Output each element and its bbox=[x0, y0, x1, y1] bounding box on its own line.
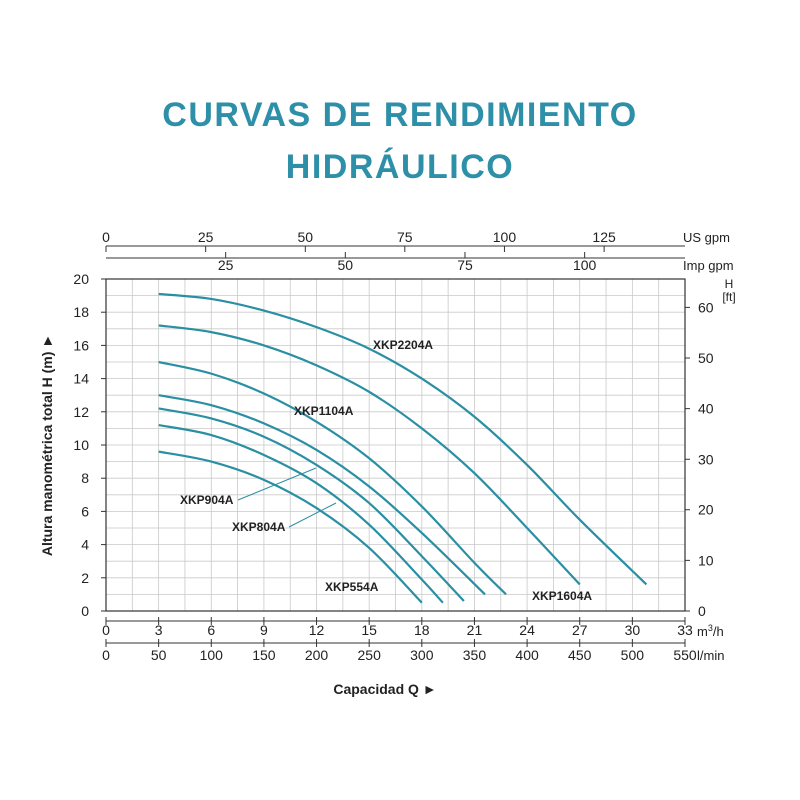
lmin-tick-label: 250 bbox=[358, 647, 382, 663]
impgpm-tick-label: 25 bbox=[218, 257, 234, 273]
m3h-tick-label: 15 bbox=[361, 622, 377, 638]
chart-title-line-1: CURVAS DE RENDIMIENTO bbox=[162, 96, 638, 134]
lmin-tick-label: 150 bbox=[252, 647, 276, 663]
x-axis-title: Capacidad Q ► bbox=[333, 681, 436, 697]
lmin-tick-label: 350 bbox=[463, 647, 487, 663]
series-curve-xkp904a bbox=[158, 407, 465, 602]
lmin-tick-label: 50 bbox=[151, 647, 167, 663]
m3h-tick-label: 21 bbox=[467, 622, 483, 638]
chart-labels: H[ft] m3/h l/min US gpm Imp gpm Altura manomé… bbox=[39, 230, 736, 697]
leader-line-xkp804a bbox=[288, 502, 337, 528]
y-tick-label: 6 bbox=[81, 503, 89, 519]
m3h-tick-label: 6 bbox=[207, 622, 215, 638]
series-curve-xkp1104a bbox=[158, 394, 486, 596]
ft-axis-label-unit: [ft] bbox=[722, 290, 735, 304]
ft-axis-label: H bbox=[725, 277, 734, 291]
usgpm-tick-label: 50 bbox=[298, 229, 314, 245]
y-tick-label: 8 bbox=[81, 470, 89, 486]
series-label-xkp1104a: XKP1104A bbox=[294, 404, 354, 418]
lmin-tick-label: 200 bbox=[305, 647, 329, 663]
lmin-tick-label: 400 bbox=[515, 647, 539, 663]
y-tick-label: 12 bbox=[73, 404, 89, 420]
ft-tick-label: 10 bbox=[698, 552, 714, 568]
series-label-xkp804a: XKP804A bbox=[232, 520, 286, 534]
lmin-tick-label: 500 bbox=[621, 647, 645, 663]
m3h-tick-label: 30 bbox=[625, 622, 641, 638]
series-curve-xkp804a bbox=[158, 423, 444, 604]
ft-tick-label: 40 bbox=[698, 401, 714, 417]
m3h-tick-label: 24 bbox=[519, 622, 535, 638]
y-tick-label: 2 bbox=[81, 570, 89, 586]
y-tick-label: 0 bbox=[81, 603, 89, 619]
series-label-xkp1604a: XKP1604A bbox=[532, 589, 592, 603]
m3h-tick-label: 33 bbox=[677, 622, 693, 638]
ft-tick-label: 0 bbox=[698, 603, 706, 619]
chart-curves bbox=[158, 292, 648, 604]
usgpm-tick-label: 0 bbox=[102, 229, 110, 245]
y-tick-label: 10 bbox=[73, 437, 89, 453]
series-curve-xkp2204a bbox=[158, 292, 648, 586]
series-label-xkp554a: XKP554A bbox=[325, 580, 379, 594]
series-label-xkp2204a: XKP2204A bbox=[373, 338, 433, 352]
y-tick-label: 16 bbox=[73, 337, 89, 353]
usgpm-tick-label: 100 bbox=[493, 229, 517, 245]
impgpm-tick-label: 50 bbox=[338, 257, 354, 273]
ft-tick-label: 60 bbox=[698, 299, 714, 315]
y-tick-label: 18 bbox=[73, 304, 89, 320]
y-axis-title: Altura manométrica total H (m) ► bbox=[39, 334, 55, 556]
y-tick-label: 4 bbox=[81, 537, 89, 553]
usgpm-tick-label: 125 bbox=[592, 229, 616, 245]
impgpm-tick-label: 100 bbox=[573, 257, 597, 273]
ft-tick-label: 20 bbox=[698, 502, 714, 518]
m3h-axis-label: m3/h bbox=[697, 623, 724, 639]
impgpm-axis-label: Imp gpm bbox=[683, 258, 734, 273]
series-label-xkp904a: XKP904A bbox=[180, 493, 234, 507]
chart-title-line-2: HIDRÁULICO bbox=[285, 148, 515, 186]
lmin-tick-label: 450 bbox=[568, 647, 592, 663]
impgpm-tick-label: 75 bbox=[457, 257, 473, 273]
m3h-tick-label: 12 bbox=[309, 622, 325, 638]
lmin-tick-label: 100 bbox=[200, 647, 224, 663]
y-tick-label: 14 bbox=[73, 371, 89, 387]
lmin-tick-label: 0 bbox=[102, 647, 110, 663]
usgpm-tick-label: 75 bbox=[397, 229, 413, 245]
lmin-tick-label: 550 bbox=[673, 647, 697, 663]
chart-grid bbox=[105, 278, 686, 612]
lmin-axis-label: l/min bbox=[697, 648, 724, 663]
y-tick-label: 20 bbox=[73, 271, 89, 287]
m3h-tick-label: 0 bbox=[102, 622, 110, 638]
chart-axes bbox=[105, 245, 686, 644]
lmin-tick-label: 300 bbox=[410, 647, 434, 663]
m3h-tick-label: 18 bbox=[414, 622, 430, 638]
ft-tick-label: 30 bbox=[698, 451, 714, 467]
series-curve-xkp1604a bbox=[158, 324, 581, 586]
series-curve-unlabeled-4 bbox=[158, 360, 507, 596]
leader-line-xkp904a bbox=[237, 467, 317, 501]
ft-tick-label: 50 bbox=[698, 350, 714, 366]
usgpm-tick-label: 25 bbox=[198, 229, 214, 245]
series-curve-xkp554a bbox=[158, 450, 423, 604]
m3h-tick-label: 9 bbox=[260, 622, 268, 638]
m3h-tick-label: 3 bbox=[155, 622, 163, 638]
m3h-tick-label: 27 bbox=[572, 622, 588, 638]
usgpm-axis-label: US gpm bbox=[683, 230, 730, 245]
